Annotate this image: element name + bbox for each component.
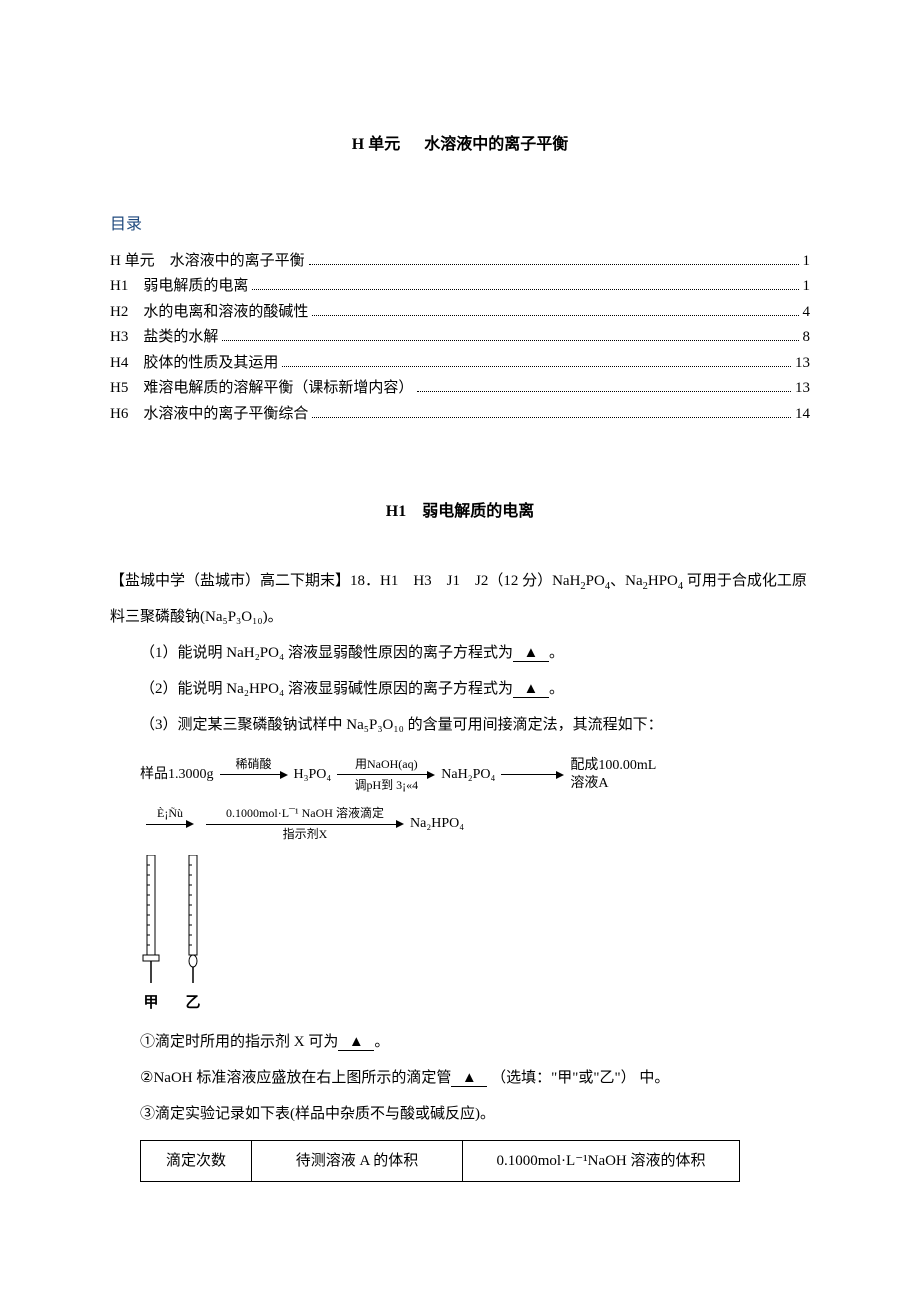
- toc-label: H3 盐类的水解: [110, 325, 218, 351]
- toc-dots: [309, 264, 799, 265]
- toc-page: 8: [803, 325, 811, 351]
- toc-heading: 目录: [110, 210, 810, 240]
- burette-a: 甲: [140, 855, 162, 1018]
- toc-page: 14: [795, 402, 810, 428]
- arrow-label-top: 0.1000mol·L¯¹ NaOH 溶液滴定: [226, 807, 384, 820]
- toc-item: H2 水的电离和溶液的酸碱性 4: [110, 300, 810, 326]
- arrow-label-bottom: 调pH到 3¡«4: [354, 779, 418, 792]
- burette-icon: [140, 855, 162, 985]
- fill-blank[interactable]: ▲: [451, 1071, 487, 1087]
- fill-blank[interactable]: ▲: [338, 1035, 374, 1051]
- sub1-suffix: 。: [374, 1034, 389, 1050]
- unit-prefix: H 单元: [352, 136, 400, 153]
- sub-question-1: ①滴定时所用的指示剂 X 可为▲。: [110, 1024, 810, 1060]
- unit-title: H 单元 水溶液中的离子平衡: [110, 130, 810, 160]
- flow-row-2: È¡Ñù 0.1000mol·L¯¹ NaOH 溶液滴定 指示剂X Na₂HPO…: [140, 807, 810, 841]
- burette-label-b: 乙: [185, 989, 200, 1018]
- flow-node: Na₂HPO₄: [410, 815, 464, 833]
- q2-text: （2）能说明 Na₂HPO₄ 溶液显弱碱性原因的离子方程式为: [140, 681, 513, 697]
- toc-item: H4 胶体的性质及其运用 13: [110, 351, 810, 377]
- sub1-text: ①滴定时所用的指示剂 X 可为: [140, 1034, 338, 1050]
- toc-page: 1: [803, 274, 811, 300]
- flow-node-line: 配成100.00mL: [570, 757, 656, 775]
- toc-label: H4 胶体的性质及其运用: [110, 351, 278, 377]
- flow-node: H₃PO₄: [294, 766, 332, 784]
- toc-item: H 单元 水溶液中的离子平衡 1: [110, 249, 810, 275]
- toc-page: 1: [803, 249, 811, 275]
- table-header: 待测溶液 A 的体积: [252, 1140, 463, 1182]
- flow-node: NaH₂PO₄: [441, 766, 495, 784]
- section-title: H1 弱电解质的电离: [110, 497, 810, 527]
- flow-node: 配成100.00mL 溶液A: [570, 757, 656, 793]
- toc-dots: [282, 366, 791, 367]
- sub3-text: ③滴定实验记录如下表(样品中杂质不与酸或碱反应)。: [140, 1106, 495, 1122]
- sub-question-2: ②NaOH 标准溶液应盛放在右上图所示的滴定管▲ （选填："甲"或"乙"） 中。: [110, 1060, 810, 1096]
- question-2: （2）能说明 Na₂HPO₄ 溶液显弱碱性原因的离子方程式为▲。: [110, 671, 810, 707]
- fill-blank[interactable]: ▲: [513, 646, 549, 662]
- arrow-label-top: 用NaOH(aq): [355, 758, 418, 771]
- flow-diagram: 样品1.3000g 稀硝酸 H₃PO₄ 用NaOH(aq) 调pH到 3¡«4 …: [110, 757, 810, 842]
- flow-arrow: 稀硝酸: [220, 758, 288, 792]
- question-1: （1）能说明 NaH₂PO₄ 溶液显弱酸性原因的离子方程式为▲。: [110, 635, 810, 671]
- toc-label: H6 水溶液中的离子平衡综合: [110, 402, 308, 428]
- toc-dots: [252, 289, 798, 290]
- table-header-row: 滴定次数 待测溶液 A 的体积 0.1000mol·L⁻¹NaOH 溶液的体积: [141, 1140, 740, 1182]
- table-header: 滴定次数: [141, 1140, 252, 1182]
- toc-list: H 单元 水溶液中的离子平衡 1 H1 弱电解质的电离 1 H2 水的电离和溶液…: [110, 249, 810, 428]
- q1-text: （1）能说明 NaH₂PO₄ 溶液显弱酸性原因的离子方程式为: [140, 645, 513, 661]
- toc-dots: [312, 417, 791, 418]
- question-source: 【盐城中学（盐城市）高二下期末】18．H1 H3 J1 J2（12 分）: [110, 573, 552, 589]
- q2-suffix: 。: [549, 681, 564, 697]
- question-3: （3）测定某三聚磷酸钠试样中 Na₅P₃O₁₀ 的含量可用间接滴定法，其流程如下…: [110, 707, 810, 743]
- toc-page: 4: [803, 300, 811, 326]
- sub2-text: ②NaOH 标准溶液应盛放在右上图所示的滴定管: [140, 1070, 451, 1086]
- flow-arrow: 0.1000mol·L¯¹ NaOH 溶液滴定 指示剂X: [206, 807, 404, 841]
- toc-dots: [417, 391, 791, 392]
- table-header: 0.1000mol·L⁻¹NaOH 溶液的体积: [463, 1140, 740, 1182]
- arrow-label-top: 稀硝酸: [235, 758, 271, 771]
- flow-arrow: È¡Ñù: [146, 807, 194, 841]
- arrow-label-top: È¡Ñù: [157, 807, 183, 820]
- toc-label: H1 弱电解质的电离: [110, 274, 248, 300]
- document-page: H 单元 水溶液中的离子平衡 目录 H 单元 水溶液中的离子平衡 1 H1 弱电…: [0, 0, 920, 1242]
- toc-item: H6 水溶液中的离子平衡综合 14: [110, 402, 810, 428]
- q1-suffix: 。: [549, 645, 564, 661]
- toc-page: 13: [795, 351, 810, 377]
- toc-label: H 单元 水溶液中的离子平衡: [110, 249, 305, 275]
- toc-item: H5 难溶电解质的溶解平衡（课标新增内容） 13: [110, 376, 810, 402]
- burette-label-a: 甲: [143, 989, 158, 1018]
- toc-label: H2 水的电离和溶液的酸碱性: [110, 300, 308, 326]
- toc-dots: [312, 315, 798, 316]
- burette-figure: 甲 乙: [140, 855, 810, 1018]
- burette-icon: [182, 855, 204, 985]
- flow-arrow: [501, 758, 564, 792]
- question-stem: 【盐城中学（盐城市）高二下期末】18．H1 H3 J1 J2（12 分）NaH2…: [110, 563, 810, 635]
- toc-label: H5 难溶电解质的溶解平衡（课标新增内容）: [110, 376, 413, 402]
- toc-item: H1 弱电解质的电离 1: [110, 274, 810, 300]
- fill-blank[interactable]: ▲: [513, 682, 549, 698]
- flow-arrow: 用NaOH(aq) 调pH到 3¡«4: [337, 758, 435, 792]
- toc-page: 13: [795, 376, 810, 402]
- flow-node: 样品1.3000g: [140, 766, 214, 784]
- q3-text: （3）测定某三聚磷酸钠试样中 Na₅P₃O₁₀ 的含量可用间接滴定法，其流程如下…: [140, 717, 663, 733]
- flow-row-1: 样品1.3000g 稀硝酸 H₃PO₄ 用NaOH(aq) 调pH到 3¡«4 …: [140, 757, 810, 793]
- burette-b: 乙: [182, 855, 204, 1018]
- toc-item: H3 盐类的水解 8: [110, 325, 810, 351]
- sub2-mid: （选填："甲"或"乙"） 中。: [491, 1070, 669, 1086]
- unit-name: 水溶液中的离子平衡: [424, 136, 568, 153]
- sub-question-3: ③滴定实验记录如下表(样品中杂质不与酸或碱反应)。: [110, 1096, 810, 1132]
- titration-table: 滴定次数 待测溶液 A 的体积 0.1000mol·L⁻¹NaOH 溶液的体积: [140, 1140, 740, 1183]
- compound-1: NaH2PO4、Na2HPO4: [552, 573, 687, 589]
- toc-dots: [222, 340, 798, 341]
- flow-node-line: 溶液A: [570, 775, 608, 793]
- arrow-label-bottom: 指示剂X: [283, 828, 328, 841]
